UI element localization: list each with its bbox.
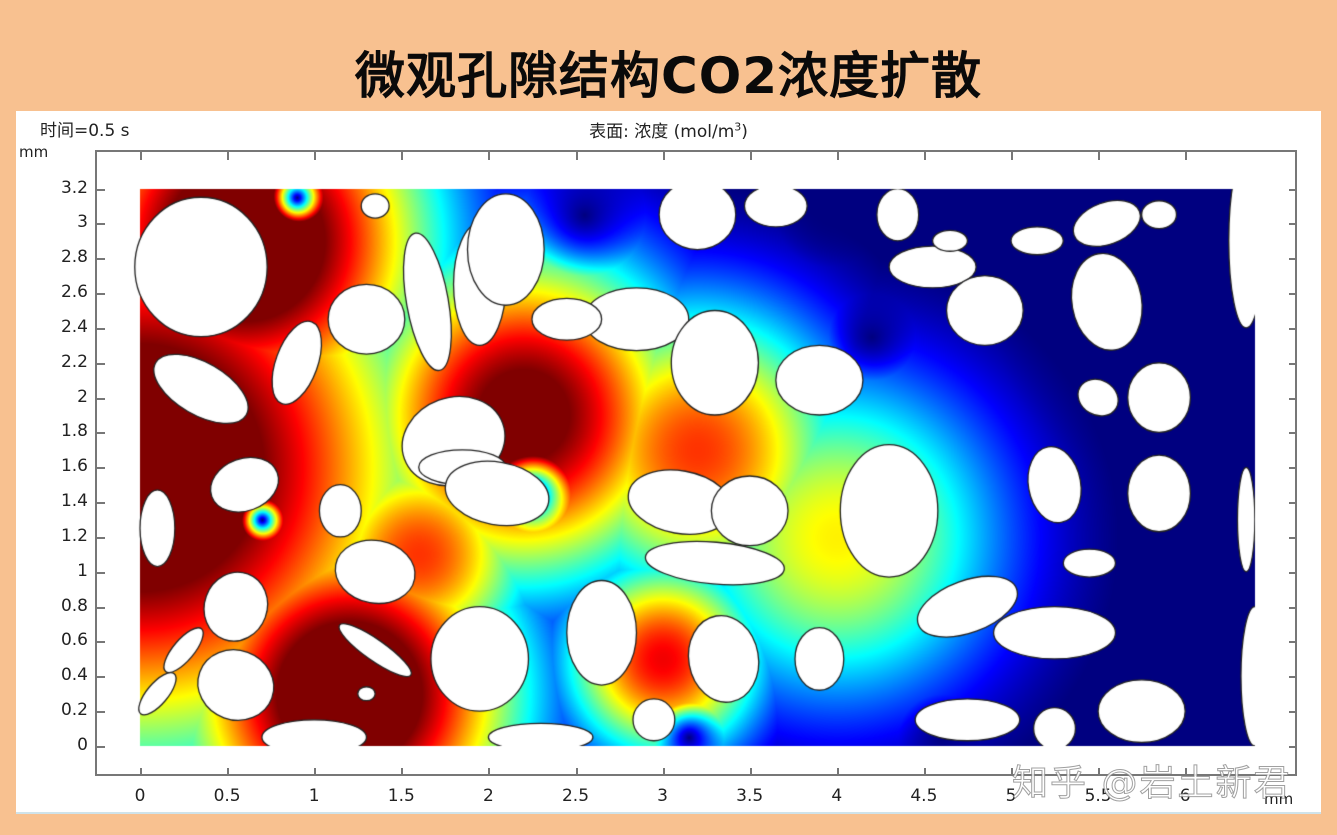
y-tick-label: 2.8: [60, 247, 88, 268]
y-tick-mark: [1289, 606, 1297, 609]
x-tick-mark: [662, 768, 665, 776]
y-tick-mark: [1289, 432, 1297, 435]
x-tick-label: 5: [1005, 786, 1017, 806]
y-tick-mark: [1289, 293, 1297, 296]
x-tick-label: 1.5: [387, 786, 415, 806]
x-tick-label: 3: [657, 786, 668, 806]
y-tick-mark: [97, 467, 105, 470]
y-tick-mark: [1289, 467, 1297, 470]
y-tick-mark: [97, 502, 105, 505]
x-tick-label: 1: [308, 786, 320, 806]
y-tick-mark: [97, 362, 105, 365]
y-tick-mark: [97, 397, 105, 400]
x-tick-mark: [227, 152, 230, 160]
x-tick-mark: [1185, 152, 1188, 160]
y-tick-label: 0.8: [60, 595, 88, 616]
x-tick-mark: [1098, 768, 1101, 776]
x-tick-mark: [140, 768, 142, 776]
y-tick-mark: [1289, 536, 1297, 539]
y-tick-mark: [1289, 327, 1297, 330]
x-tick-mark: [575, 768, 578, 776]
x-tick-mark: [662, 152, 665, 160]
y-tick-mark: [1289, 362, 1297, 365]
x-tick-mark: [1185, 768, 1188, 776]
y-tick-label: 2.6: [60, 282, 88, 303]
y-tick-mark: [97, 188, 105, 191]
x-tick-mark: [401, 152, 404, 160]
y-tick-label: 1: [77, 560, 88, 581]
x-tick-label: 5.5: [1084, 786, 1112, 806]
x-tick-mark: [314, 152, 317, 160]
y-tick-mark: [97, 676, 105, 679]
plot-axes: [95, 150, 1297, 776]
y-tick-mark: [1289, 258, 1297, 261]
x-tick-label: 4.5: [910, 786, 938, 806]
y-tick-label: 2.2: [60, 351, 88, 372]
x-tick-mark: [314, 768, 317, 776]
y-tick-label: 0.6: [60, 630, 88, 651]
y-tick-label: 2: [77, 386, 88, 407]
y-tick-label: 3.2: [60, 177, 88, 198]
x-tick-label: 0: [134, 786, 146, 806]
y-tick-mark: [97, 432, 105, 435]
x-tick-mark: [836, 768, 839, 776]
x-tick-label: 6: [1179, 786, 1191, 806]
x-tick-mark: [923, 768, 926, 776]
x-tick-mark: [488, 768, 491, 776]
y-tick-mark: [97, 606, 105, 609]
y-tick-label: 1.2: [60, 525, 88, 546]
x-tick-mark: [1098, 152, 1101, 160]
y-tick-label: 1.4: [60, 491, 88, 512]
x-tick-mark: [1011, 768, 1013, 776]
y-tick-mark: [1289, 397, 1297, 400]
y-tick-mark: [1289, 571, 1297, 574]
y-tick-mark: [97, 293, 105, 296]
x-tick-mark: [923, 152, 926, 160]
x-tick-mark: [1011, 152, 1013, 160]
y-tick-mark: [97, 746, 105, 748]
y-tick-mark: [1289, 711, 1297, 714]
y-tick-label: 0: [77, 735, 88, 755]
x-tick-mark: [836, 152, 839, 160]
y-tick-mark: [1289, 746, 1297, 748]
x-tick-mark: [401, 768, 404, 776]
x-tick-mark: [575, 152, 578, 160]
x-tick-mark: [749, 768, 752, 776]
x-tick-label: 3.5: [736, 786, 764, 806]
y-tick-mark: [1289, 676, 1297, 679]
y-tick-label: 1.8: [60, 421, 88, 442]
x-tick-label: 0.5: [213, 786, 241, 806]
y-tick-mark: [97, 711, 105, 714]
y-tick-mark: [97, 571, 105, 574]
x-tick-mark: [227, 768, 230, 776]
y-tick-mark: [1289, 188, 1297, 191]
x-tick-label: 4: [831, 786, 843, 806]
y-tick-mark: [97, 223, 105, 226]
y-tick-mark: [97, 536, 105, 539]
y-tick-label: 3: [77, 212, 88, 233]
y-tick-mark: [1289, 641, 1297, 644]
y-tick-mark: [1289, 502, 1297, 505]
x-tick-label: 2: [482, 786, 494, 806]
y-tick-label: 1.6: [60, 456, 88, 477]
watermark: 知乎 @岩土新君: [1011, 763, 1292, 805]
x-tick-mark: [488, 152, 491, 160]
y-tick-label: 0.4: [60, 665, 88, 686]
y-tick-mark: [97, 641, 105, 644]
x-tick-mark: [749, 152, 752, 160]
y-tick-label: 0.2: [60, 700, 88, 721]
x-tick-label: 2.5: [561, 786, 590, 806]
y-tick-mark: [1289, 223, 1297, 226]
y-tick-label: 2.4: [60, 316, 88, 337]
y-tick-mark: [97, 258, 105, 261]
x-tick-mark: [140, 152, 142, 160]
y-tick-mark: [97, 327, 105, 330]
